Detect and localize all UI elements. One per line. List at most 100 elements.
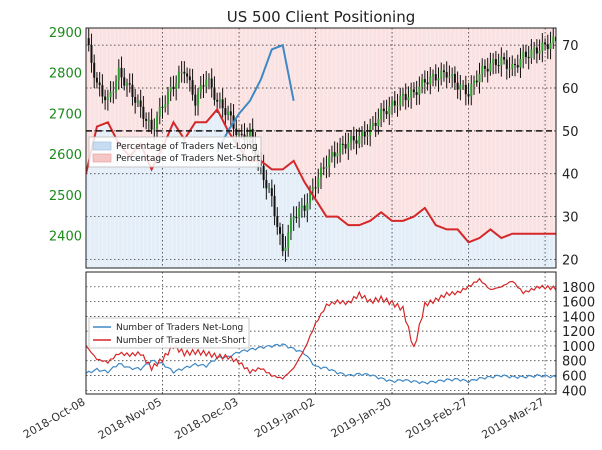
price-candle-body — [505, 59, 508, 69]
price-candle-body — [336, 153, 339, 157]
price-candle-body — [459, 84, 462, 90]
price-candle-body — [434, 74, 437, 81]
price-candle-body — [314, 187, 317, 189]
price-candle-body — [451, 73, 454, 77]
price-candle-body — [281, 233, 284, 252]
price-candle-body — [489, 63, 492, 72]
price-candle-body — [186, 73, 189, 77]
price-candle-body — [131, 84, 134, 97]
price-candle-body — [355, 140, 358, 144]
legend-label-count-short: Number of Traders Net-Short — [116, 336, 246, 346]
price-candle-body — [303, 205, 306, 211]
price-candle-body — [388, 106, 391, 115]
price-candle-body — [347, 142, 350, 149]
price-candle-body — [440, 70, 443, 79]
price-candle-body — [437, 78, 440, 81]
price-candle-body — [136, 100, 139, 103]
price-candle-body — [134, 96, 137, 103]
price-candle-body — [216, 99, 219, 102]
price-candle-body — [371, 122, 374, 126]
top-legend: Percentage of Traders Net-Long Percentag… — [88, 136, 262, 168]
price-candle-body — [462, 84, 465, 86]
price-candle-body — [486, 68, 489, 72]
price-candle-body — [352, 136, 355, 141]
price-candle-body — [415, 92, 418, 95]
price-candle-body — [104, 96, 107, 101]
price-candle-body — [194, 94, 197, 106]
price-candle-body — [268, 188, 271, 190]
price-candle-body — [172, 86, 175, 90]
price-candle-body — [503, 57, 506, 60]
price-candle-body — [112, 91, 115, 93]
price-candle-body — [412, 89, 415, 93]
net-long-count-line — [86, 343, 556, 385]
price-candle-body — [309, 190, 312, 204]
top-panel: 2400 2500 2600 2700 2800 2900 20 30 40 50 60 70 Pe… — [49, 26, 579, 269]
price-candle-body — [128, 83, 131, 85]
price-candle-body — [164, 104, 167, 108]
price-candle-body — [300, 205, 303, 209]
price-candle-body — [240, 133, 243, 135]
price-candle-body — [541, 42, 544, 51]
right-axis-tick-label: 40 — [562, 168, 579, 183]
price-candle-body — [483, 65, 486, 69]
price-candle-body — [191, 80, 194, 95]
price-candle-body — [535, 47, 538, 54]
right-axis-tick-label: 60 — [562, 82, 579, 97]
price-candle-body — [276, 216, 279, 228]
price-candle-body — [145, 118, 148, 121]
price-candle-body — [156, 116, 159, 129]
price-candle-body — [322, 167, 325, 169]
price-candle-body — [292, 216, 295, 220]
price-candle-body — [514, 63, 517, 65]
price-candle-body — [213, 87, 216, 100]
left-axis-tick-label: 2400 — [49, 229, 82, 244]
x-axis-tick-label: 2019-Jan-02 — [252, 395, 317, 440]
price-candle-body — [150, 119, 153, 130]
price-candle-body — [158, 106, 161, 117]
price-candle-body — [273, 195, 276, 217]
price-candle-body — [169, 86, 172, 92]
x-axis-tick-label: 2018-Dec-03 — [172, 395, 240, 442]
price-candle-body — [432, 74, 435, 77]
price-candle-body — [311, 187, 314, 191]
price-candle-body — [546, 44, 549, 50]
price-candle-body — [265, 180, 268, 189]
price-candle-body — [270, 188, 273, 196]
price-candle-body — [492, 59, 495, 64]
price-candle-body — [90, 45, 93, 63]
price-candle-body — [180, 71, 183, 73]
price-candle-body — [224, 108, 227, 116]
right-axis-tick-label: 1800 — [562, 281, 595, 296]
price-candle-body — [106, 97, 109, 101]
price-candle-body — [519, 58, 522, 68]
price-candle-body — [166, 91, 169, 105]
price-candle-body — [339, 143, 342, 154]
price-candle-body — [235, 128, 238, 136]
price-candle-body — [161, 106, 164, 108]
price-candle-body — [330, 152, 333, 157]
price-candle-body — [363, 131, 366, 137]
price-candle-body — [221, 99, 224, 109]
right-axis-tick-label: 1200 — [562, 325, 595, 340]
price-candle-body — [524, 51, 527, 57]
price-candle-body — [527, 56, 530, 59]
price-candle-body — [289, 219, 292, 233]
right-axis-tick-label: 50 — [562, 125, 579, 140]
price-candle-body — [109, 92, 112, 98]
price-candle-body — [95, 77, 98, 83]
price-candle-body — [478, 73, 481, 83]
price-candle-body — [530, 49, 533, 59]
price-candle-body — [320, 167, 322, 178]
price-candle-body — [328, 156, 331, 167]
price-candle-body — [494, 59, 497, 66]
chart-title: US 500 Client Positioning — [227, 8, 415, 26]
price-candle-body — [333, 152, 336, 157]
right-axis-tick-label: 1000 — [562, 340, 595, 355]
price-candle-body — [115, 80, 118, 92]
price-candle-body — [123, 77, 126, 86]
right-axis-tick-label: 600 — [562, 370, 587, 385]
right-axis-tick-label: 1600 — [562, 296, 595, 311]
price-candle-body — [500, 57, 503, 66]
